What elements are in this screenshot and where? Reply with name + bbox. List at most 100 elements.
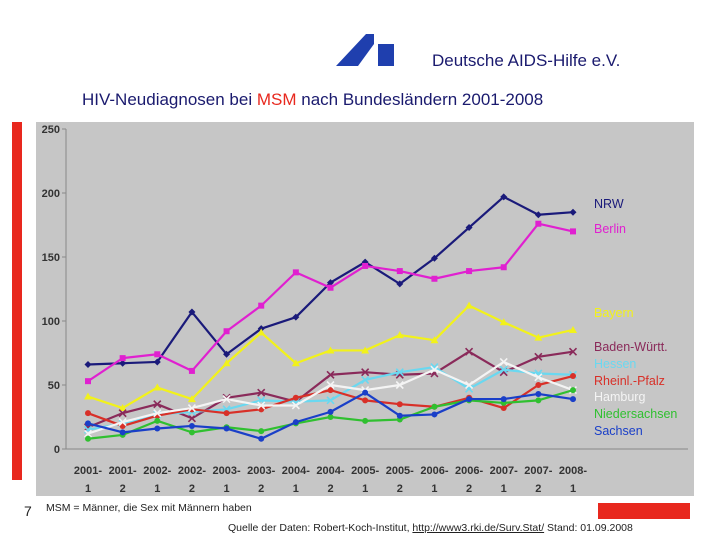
data-point-nrw: [327, 279, 334, 287]
dah-logo-icon: [336, 34, 394, 66]
data-point-nrw: [119, 359, 127, 367]
legend-entry: Hessen: [594, 357, 636, 371]
x-tick-label-year: 2007-: [490, 465, 518, 477]
data-point-nrw: [569, 208, 577, 216]
data-point-niedersachsen: [188, 429, 195, 436]
data-point-rheinl-pfalz: [85, 410, 91, 417]
data-point-hamburg: [326, 380, 335, 390]
data-point-hamburg: [187, 403, 196, 413]
data-point-bayern: [395, 331, 404, 339]
x-tick-label-year: 2006-: [455, 465, 483, 477]
data-point-niedersachsen: [258, 428, 265, 435]
data-point-nrw: [430, 254, 438, 262]
data-point-berlin: [188, 367, 195, 374]
data-point-baden-w-rtt: [118, 409, 127, 418]
x-tick-label-year: 2002-: [143, 465, 171, 477]
x-tick-label-year: 2007-: [524, 465, 552, 477]
data-point-sachsen: [85, 420, 91, 427]
source-link[interactable]: http://www3.rki.de/Surv.Stat/: [412, 522, 545, 534]
y-tick-label: 150: [42, 252, 60, 264]
data-point-berlin: [466, 268, 473, 275]
data-point-niedersachsen: [154, 417, 161, 424]
chart-title-suffix: nach Bundesländern 2001-2008: [296, 90, 544, 109]
x-tick-label-year: 2002-: [178, 465, 206, 477]
y-tick-label: 100: [42, 316, 60, 328]
data-point-niedersachsen: [327, 414, 334, 420]
data-point-niedersachsen: [362, 417, 369, 424]
x-tick-label-year: 2001-: [74, 465, 102, 477]
data-point-berlin: [85, 378, 91, 385]
data-point-sachsen: [466, 396, 473, 403]
x-tick-label-half: 1: [362, 483, 368, 495]
x-tick-label-half: 1: [431, 483, 437, 495]
page-number: 7: [24, 503, 32, 519]
data-point-sachsen: [396, 412, 403, 419]
chart-title-prefix: HIV-Neudiagnosen bei: [82, 90, 257, 109]
x-tick-label-year: 2005-: [386, 465, 414, 477]
chart-title: HIV-Neudiagnosen bei MSM nach Bundesländ…: [82, 90, 543, 110]
data-point-nrw: [292, 313, 300, 321]
data-point-sachsen: [535, 390, 542, 397]
x-tick-label-half: 2: [535, 483, 541, 495]
data-point-nrw: [534, 211, 542, 219]
data-point-sachsen: [327, 408, 334, 415]
data-point-bayern: [465, 301, 474, 309]
data-point-hamburg: [499, 357, 508, 367]
footnote: MSM = Männer, die Sex mit Männern haben: [46, 502, 252, 514]
data-point-bayern: [187, 395, 196, 403]
data-point-hamburg: [257, 401, 266, 410]
data-point-berlin: [292, 269, 299, 276]
data-point-hamburg: [430, 365, 439, 374]
x-tick-label-half: 1: [154, 483, 160, 495]
data-point-nrw: [396, 280, 404, 288]
data-point-bayern: [84, 392, 92, 400]
data-point-rheinl-pfalz: [292, 394, 299, 401]
data-point-hessen: [395, 368, 404, 377]
organization-name: Deutsche AIDS-Hilfe e.V.: [432, 51, 621, 70]
data-point-sachsen: [431, 411, 438, 418]
data-point-hamburg: [83, 429, 93, 438]
x-tick-label-year: 2004-: [282, 465, 310, 477]
source-note: Quelle der Daten: Robert-Koch-Institut, …: [228, 522, 633, 534]
data-point-niedersachsen: [535, 397, 542, 404]
data-point-hamburg: [534, 373, 543, 382]
x-tick-label-year: 2004-: [316, 465, 344, 477]
data-point-hamburg: [153, 409, 162, 418]
x-tick-label-half: 2: [466, 483, 472, 495]
data-point-nrw: [84, 361, 92, 369]
x-tick-label-half: 2: [120, 483, 126, 495]
data-point-berlin: [535, 220, 542, 227]
data-point-berlin: [570, 228, 576, 235]
data-point-baden-w-rtt: [257, 388, 266, 397]
data-point-baden-w-rtt: [568, 347, 578, 356]
x-tick-label-year: 2005-: [351, 465, 379, 477]
data-point-berlin: [396, 268, 403, 275]
x-tick-label-half: 1: [224, 483, 230, 495]
data-point-baden-w-rtt: [534, 352, 543, 361]
source-prefix: Quelle der Daten: Robert-Koch-Institut,: [228, 522, 413, 534]
data-point-baden-w-rtt: [187, 414, 196, 423]
data-point-nrw: [500, 193, 508, 201]
data-point-bayern: [534, 333, 543, 341]
data-point-berlin: [327, 284, 334, 291]
y-tick-label: 50: [48, 380, 60, 392]
data-point-sachsen: [223, 425, 230, 432]
x-tick-label-half: 2: [189, 483, 195, 495]
x-tick-label-year: 2006-: [420, 465, 448, 477]
plot-area: [36, 122, 694, 496]
data-point-sachsen: [362, 389, 369, 396]
legend-entry: Bayern: [594, 306, 634, 320]
x-tick-label-year: 2003-: [213, 465, 241, 477]
data-point-rheinl-pfalz: [500, 405, 507, 412]
data-point-niedersachsen: [85, 435, 91, 442]
data-point-niedersachsen: [431, 403, 438, 410]
y-tick-label: 200: [42, 188, 60, 200]
legend-entry: Rheinl.-Pfalz: [594, 374, 665, 388]
data-point-rheinl-pfalz: [570, 373, 576, 380]
y-tick-label: 250: [42, 124, 60, 136]
data-point-hamburg: [291, 401, 300, 410]
data-point-nrw: [153, 358, 161, 366]
data-point-bayern: [222, 359, 231, 367]
x-tick-label-half: 2: [258, 483, 264, 495]
